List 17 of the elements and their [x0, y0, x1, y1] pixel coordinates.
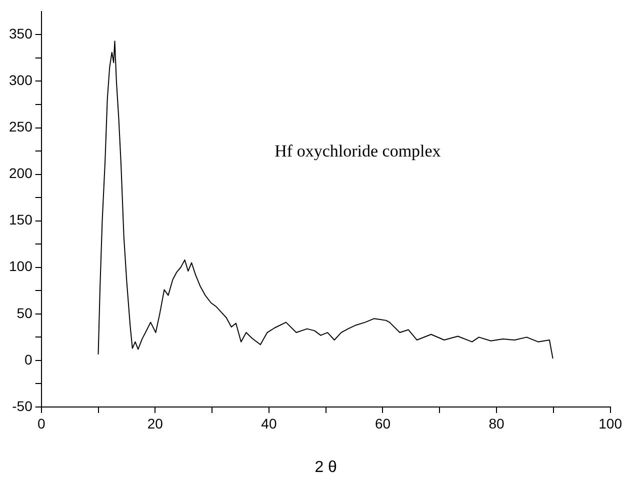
x-tick-label: 60: [374, 415, 391, 432]
x-tick-label: 20: [147, 415, 164, 432]
annotation: Hf oxychloride complex: [274, 141, 442, 160]
x-axis-title: 2 θ: [314, 458, 338, 476]
y-tick-label: 350: [9, 26, 33, 42]
x-tick-label: 0: [37, 415, 46, 432]
x-tick-label: 40: [261, 415, 277, 432]
y-tick-label: 0: [24, 351, 33, 368]
y-tick-label: 50: [16, 304, 33, 321]
y-tick-label: 200: [9, 165, 33, 182]
y-tick-label: 300: [9, 72, 33, 88]
y-tick-label: 250: [9, 118, 33, 135]
x-tick-label: 80: [488, 415, 505, 432]
y-tick-label: 150: [9, 212, 33, 228]
y-tick-label: -50: [12, 398, 33, 414]
x-tick-label: 100: [598, 415, 622, 432]
y-tick-label: 100: [9, 258, 33, 274]
